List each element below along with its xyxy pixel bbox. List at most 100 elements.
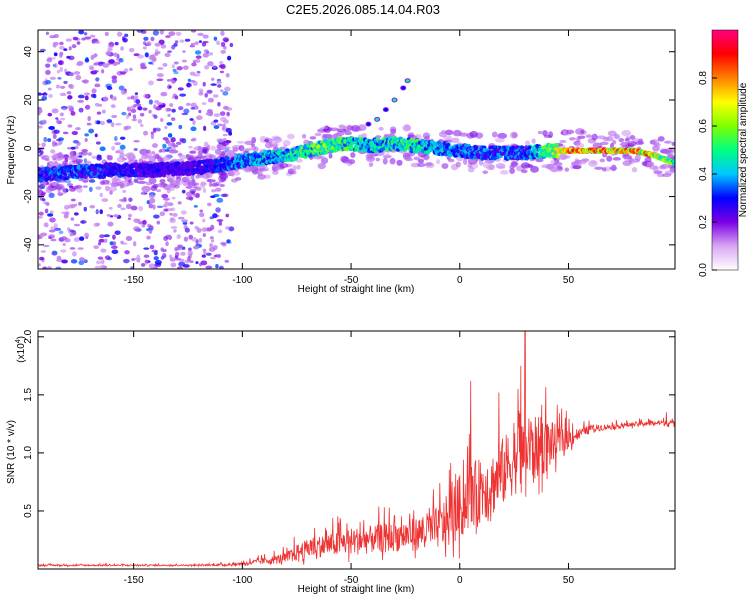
heatmap-noise-blob	[50, 238, 57, 242]
heatmap-noise-blob	[81, 220, 85, 224]
spectrogram-heatmap	[38, 30, 675, 269]
heatmap-noise-blob	[223, 119, 229, 124]
heatmap-noise-blob	[210, 256, 216, 260]
heatmap-noise-blob	[113, 214, 119, 218]
heatmap-halo-blob	[338, 124, 346, 129]
heatmap-halo-blob	[264, 167, 270, 172]
colorbar-label: Normalized spectral amplitude	[738, 82, 749, 217]
heatmap-halo-blob	[216, 150, 227, 156]
heatmap-noise-blob	[143, 36, 149, 41]
heatmap-noise-blob	[129, 67, 133, 71]
heatmap-halo-blob	[340, 155, 349, 163]
heatmap-noise-blob	[53, 52, 58, 57]
heatmap-halo-blob	[167, 184, 176, 192]
heatmap-halo-blob	[469, 130, 478, 138]
heatmap-noise-blob	[78, 155, 83, 158]
heatmap-ridge-cell	[134, 162, 140, 167]
heatmap-noise-blob	[101, 259, 105, 265]
heatmap-noise-blob	[63, 48, 68, 52]
heatmap-noise-blob	[111, 249, 119, 255]
heatmap-noise-blob	[133, 218, 140, 223]
heatmap-noise-blob	[67, 105, 74, 109]
heatmap-halo-blob	[179, 154, 187, 160]
heatmap-noise-blob	[207, 108, 213, 113]
y-tick-label: 1.5	[23, 387, 34, 401]
heatmap-noise-blob	[45, 69, 51, 76]
heatmap-noise-blob	[212, 245, 218, 250]
heatmap-noise-blob	[185, 102, 191, 106]
x-tick-label: 0	[457, 275, 463, 286]
heatmap-noise-blob	[95, 141, 101, 145]
heatmap-noise-blob	[38, 235, 42, 240]
heatmap-noise-blob	[219, 183, 226, 188]
heatmap-noise-blob	[194, 41, 199, 46]
heatmap-halo-blob	[528, 164, 533, 168]
heatmap-noise-blob	[203, 125, 207, 131]
heatmap-ridge-cell	[63, 172, 68, 177]
heatmap-noise-blob	[118, 58, 124, 63]
heatmap-noise-blob	[120, 46, 124, 51]
heatmap-noise-blob	[195, 55, 202, 59]
heatmap-noise-blob	[145, 41, 152, 47]
heatmap-noise-blob	[191, 137, 197, 142]
heatmap-noise-blob	[213, 119, 219, 123]
heatmap-noise-blob	[144, 52, 149, 58]
heatmap-noise-blob	[106, 86, 113, 91]
heatmap-noise-blob	[182, 50, 186, 53]
heatmap-noise-blob	[52, 41, 59, 46]
heatmap-halo-blob	[368, 162, 374, 167]
heatmap-noise-blob	[164, 125, 168, 129]
heatmap-noise-blob	[202, 248, 207, 252]
heatmap-noise-blob	[49, 76, 56, 80]
heatmap-noise-blob	[71, 251, 77, 257]
heatmap-noise-blob	[183, 108, 190, 114]
heatmap-noise-blob	[78, 107, 84, 113]
heatmap-halo-blob	[193, 146, 203, 151]
heatmap-noise-blob	[140, 123, 144, 127]
heatmap-noise-blob	[64, 211, 70, 216]
heatmap-noise-blob	[161, 193, 169, 199]
heatmap-noise-blob	[95, 209, 99, 215]
heatmap-spur-cell	[392, 98, 397, 102]
heatmap-noise-blob	[162, 62, 168, 67]
heatmap-noise-blob	[142, 107, 148, 111]
heatmap-noise-blob	[194, 50, 202, 55]
heatmap-noise-blob	[74, 203, 78, 207]
heatmap-noise-blob	[128, 47, 135, 53]
heatmap-noise-blob	[122, 189, 127, 193]
heatmap-halo-blob	[357, 124, 367, 132]
heatmap-noise-blob	[89, 66, 95, 71]
heatmap-noise-blob	[56, 84, 60, 89]
heatmap-noise-blob	[177, 266, 183, 269]
heatmap-noise-blob	[134, 92, 139, 96]
heatmap-noise-blob	[73, 237, 81, 242]
heatmap-halo-blob	[591, 133, 598, 141]
heatmap-halo-blob	[509, 131, 518, 139]
heatmap-noise-blob	[57, 76, 62, 80]
heatmap-noise-blob	[182, 264, 190, 268]
heatmap-noise-blob	[114, 136, 118, 142]
heatmap-halo-blob	[629, 135, 636, 140]
heatmap-noise-blob	[90, 93, 96, 98]
heatmap-halo-blob	[602, 152, 608, 158]
heatmap-halo-blob	[361, 133, 368, 139]
heatmap-noise-blob	[94, 83, 101, 88]
heatmap-noise-blob	[160, 247, 165, 252]
heatmap-noise-blob	[139, 112, 145, 117]
heatmap-halo-blob	[443, 135, 453, 141]
heatmap-noise-blob	[217, 229, 223, 234]
heatmap-noise-blob	[171, 142, 176, 147]
heatmap-noise-blob	[94, 133, 98, 138]
heatmap-halo-blob	[441, 163, 449, 169]
heatmap-noise-blob	[99, 146, 106, 152]
heatmap-noise-blob	[165, 139, 170, 144]
heatmap-noise-blob	[61, 259, 68, 264]
y-tick-label: 0	[23, 145, 34, 151]
heatmap-halo-blob	[314, 132, 322, 137]
heatmap-noise-blob	[201, 227, 208, 232]
heatmap-halo-blob	[201, 147, 209, 154]
heatmap-noise-blob	[109, 241, 114, 246]
heatmap-halo-blob	[657, 136, 665, 142]
heatmap-noise-blob	[152, 204, 156, 210]
heatmap-noise-blob	[58, 230, 64, 235]
